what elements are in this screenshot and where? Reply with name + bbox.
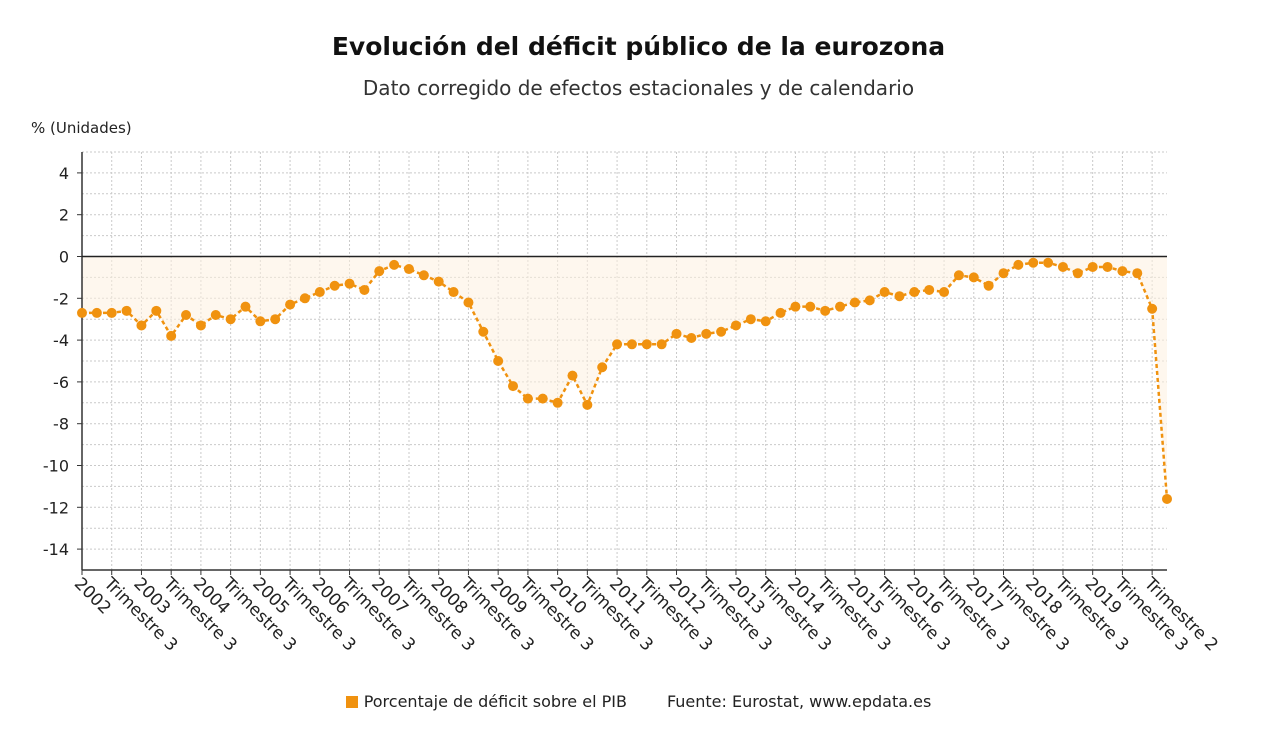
data-point [671,328,682,339]
data-point [716,326,727,337]
data-point [805,301,816,312]
data-point [760,316,771,327]
data-point [552,397,563,408]
data-point [745,314,756,325]
data-point [151,305,162,316]
data-point [968,272,979,283]
y-axis-unit-label: % (Unidades) [31,119,132,137]
data-point [686,333,697,344]
data-point [359,284,370,295]
series-area [82,256,1167,499]
area-fill [82,256,1167,499]
data-point [1132,268,1143,279]
y-tick-label: -14 [43,540,69,559]
data-point [924,284,935,295]
data-point [329,280,340,291]
data-point [270,314,281,325]
data-point [849,297,860,308]
data-point [1072,268,1083,279]
chart-title: Evolución del déficit público de la euro… [331,32,946,61]
source-label: Fuente: Eurostat, www.epdata.es [666,692,932,711]
y-tick-label: -8 [53,415,69,434]
data-point [1162,493,1172,504]
data-point [166,330,177,341]
series-points [77,257,1172,504]
data-point [909,287,920,298]
data-point [1087,261,1098,272]
axes [77,152,1167,575]
data-point [835,301,846,312]
data-point [77,307,87,318]
data-point [508,381,519,392]
data-point [121,305,132,316]
data-point [775,307,786,318]
y-tick-label: -4 [53,331,69,350]
data-point [790,301,801,312]
data-point [656,339,667,350]
data-point [255,316,266,327]
data-point [894,291,905,302]
data-point [1013,259,1024,270]
chart-subtitle: Dato corregido de efectos estacionales y… [362,76,915,100]
data-point [537,393,548,404]
data-point [612,339,623,350]
legend-series-label: Porcentaje de déficit sobre el PIB [363,692,627,711]
data-point [493,356,504,366]
data-point [730,320,741,331]
data-point [225,314,236,325]
data-point [582,399,593,410]
data-point [478,326,489,337]
data-point [285,299,296,310]
data-point [1057,261,1068,272]
data-point [344,278,355,289]
y-tick-label: -10 [43,457,69,476]
y-tick-labels: 4 2 0 -2 -4 -6 -8 -10 -12 -14 [43,164,69,559]
data-point [1117,266,1128,277]
data-point [1028,257,1039,268]
data-point [597,362,608,373]
legend-swatch [345,696,358,708]
data-point [1102,261,1113,272]
data-point [299,293,310,304]
y-tick-label: 0 [59,248,69,267]
data-point [626,339,637,350]
data-point [91,307,102,318]
y-tick-label: 4 [59,164,69,183]
data-point [418,270,429,281]
data-point [983,280,994,291]
data-point [389,259,400,270]
data-point [953,270,964,281]
data-point [567,370,578,381]
data-point [998,268,1009,279]
y-tick-label: -6 [53,373,69,392]
data-point [433,276,444,287]
data-point [136,320,147,331]
data-point [820,305,831,316]
data-point [641,339,652,350]
data-point [939,287,950,298]
grid [81,151,1167,571]
data-point [240,301,251,312]
data-point [864,295,875,306]
y-tick-label: -12 [43,498,69,517]
data-point [879,287,890,298]
data-point [210,310,221,321]
data-point [701,328,712,339]
data-point [463,297,474,308]
y-tick-label: 2 [59,206,69,225]
data-point [106,307,117,318]
data-point [374,266,385,277]
data-point [314,287,325,298]
data-point [448,287,459,298]
y-tick-label: -2 [53,289,69,308]
data-point [522,393,533,404]
data-point [1147,303,1158,314]
data-point [403,264,414,275]
data-point [1043,257,1054,268]
legend: Porcentaje de déficit sobre el PIB Fuente… [0,692,1277,711]
data-point [195,320,206,331]
data-point [181,310,192,321]
